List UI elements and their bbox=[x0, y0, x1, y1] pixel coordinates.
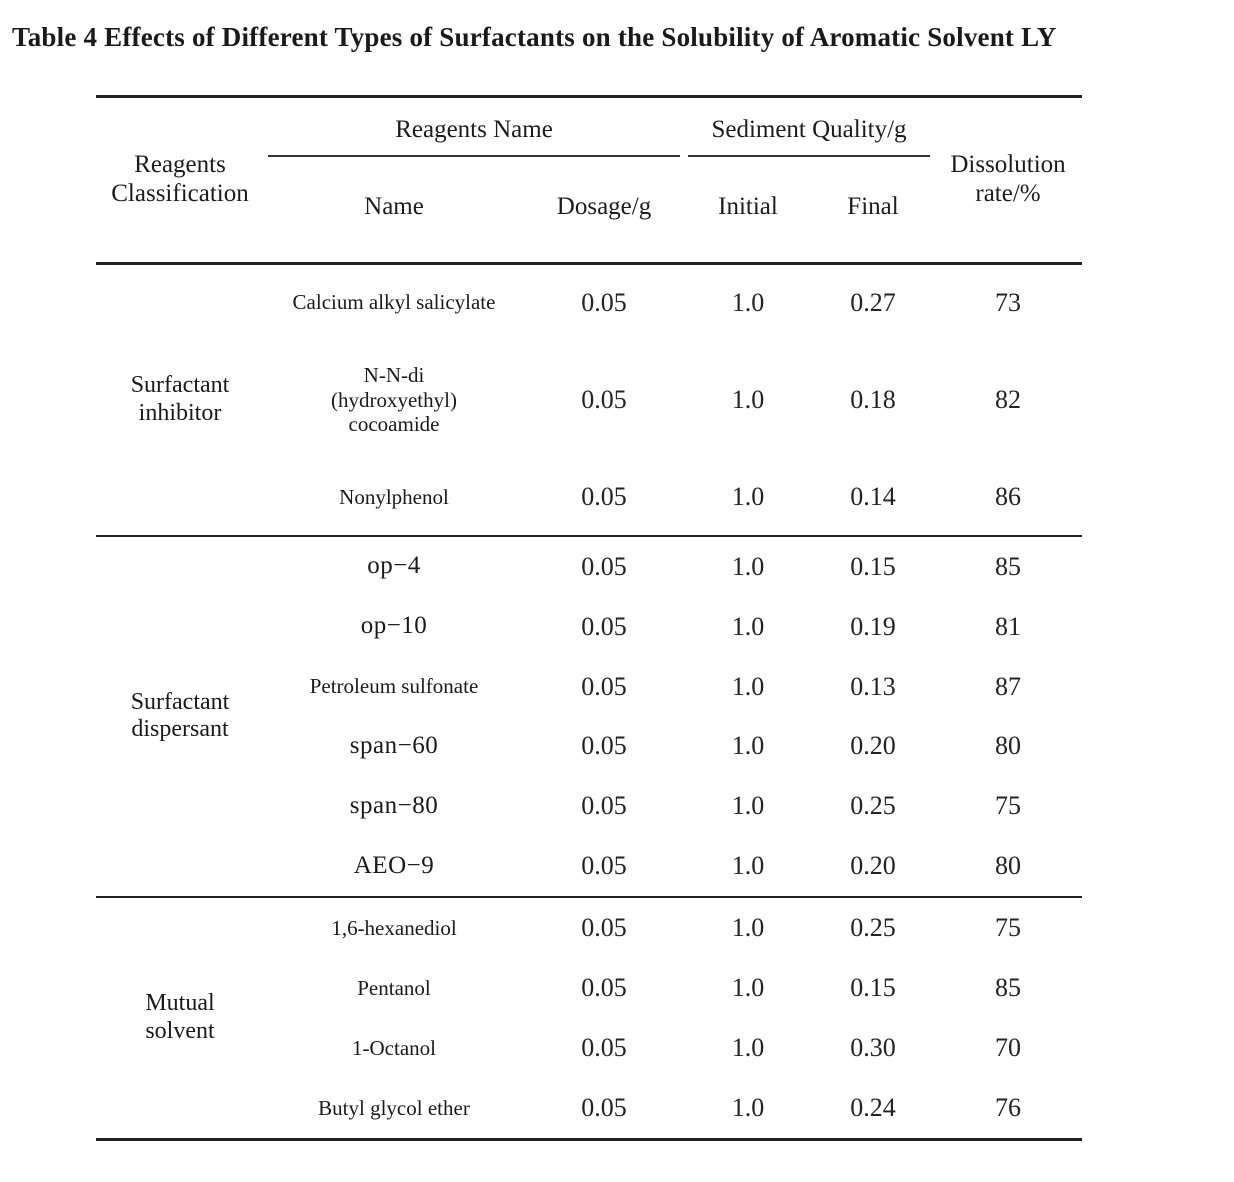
rate-cell: 75 bbox=[995, 791, 1021, 821]
rate-cell: 80 bbox=[995, 851, 1021, 881]
rate-cell: 87 bbox=[995, 671, 1021, 701]
dosage-cell: 0.05 bbox=[581, 384, 627, 414]
name-cell: span−80 bbox=[349, 791, 439, 819]
final-cell: 0.14 bbox=[850, 481, 896, 511]
rate-cell: 85 bbox=[934, 534, 1082, 597]
rate-cell: 76 bbox=[995, 1092, 1021, 1122]
dosage-cell: 0.05 bbox=[581, 287, 627, 317]
header-row-columns: Name Dosage/g Initial Final bbox=[96, 156, 1082, 265]
initial-cell: 1.0 bbox=[731, 972, 765, 1002]
final-cell: 0.24 bbox=[850, 1092, 896, 1122]
dosage-cell: 0.05 bbox=[581, 481, 627, 511]
dosage-cell: 0.05 bbox=[524, 534, 684, 597]
initial-cell: 1.0 bbox=[731, 731, 765, 761]
dosage-cell: 0.05 bbox=[581, 671, 627, 701]
surfactant-effects-table: Reagents Classification Reagents Name Se… bbox=[96, 95, 1082, 1141]
table-row: Surfactant inhibitor Calcium alkyl salicy… bbox=[96, 263, 1082, 426]
dosage-cell: 0.05 bbox=[581, 1092, 627, 1122]
header-sediment-quality-label: Sediment Quality/g bbox=[688, 98, 930, 157]
name-cell: 1-Octanol bbox=[352, 1035, 436, 1060]
table-header: Reagents Classification Reagents Name Se… bbox=[96, 96, 1082, 265]
initial-cell: 1.0 bbox=[731, 851, 765, 881]
table-container: Reagents Classification Reagents Name Se… bbox=[96, 95, 1224, 1141]
table-row: Butyl glycol ether 0.05 1.0 0.24 76 bbox=[96, 1078, 1082, 1139]
table-row: span−60 0.05 1.0 0.20 80 bbox=[96, 716, 1082, 776]
rate-cell: 80 bbox=[995, 731, 1021, 761]
initial-cell: 1.0 bbox=[684, 534, 812, 597]
final-cell: 0.15 bbox=[850, 972, 896, 1002]
table-row: Mutual solvent 1,6-hexanediol 0.05 1.0 0.25 7… bbox=[96, 896, 1082, 1140]
initial-cell: 1.0 bbox=[731, 671, 765, 701]
final-cell: 0.19 bbox=[850, 611, 896, 641]
final-cell: 0.18 bbox=[850, 384, 896, 414]
header-reagents-name-label: Reagents Name bbox=[268, 98, 680, 157]
page: Table 4 Effects of Different Types of Su… bbox=[12, 22, 1224, 1141]
name-cell: op−10 bbox=[360, 612, 428, 640]
header-initial: Initial bbox=[684, 156, 812, 265]
rate-cell: 86 bbox=[995, 481, 1021, 511]
header-name: Name bbox=[264, 156, 524, 265]
table-row: span−80 0.05 1.0 0.25 75 bbox=[96, 776, 1082, 836]
final-cell: 0.25 bbox=[812, 896, 934, 958]
classification-cell: Mutual solvent bbox=[96, 896, 264, 1140]
classification-cell: Surfactant inhibitor bbox=[130, 372, 230, 426]
dosage-cell: 0.05 bbox=[524, 896, 684, 958]
table-row: Pentanol 0.05 1.0 0.15 85 bbox=[96, 958, 1082, 1018]
initial-cell: 1.0 bbox=[731, 791, 765, 821]
name-cell: AEO−9 bbox=[353, 851, 435, 879]
name-cell: Pentanol bbox=[357, 975, 431, 1000]
initial-cell: 1.0 bbox=[731, 611, 765, 641]
initial-cell: 1.0 bbox=[731, 384, 765, 414]
final-cell: 0.15 bbox=[812, 534, 934, 597]
final-cell: 0.27 bbox=[850, 287, 896, 317]
dosage-cell: 0.05 bbox=[581, 611, 627, 641]
initial-cell: 1.0 bbox=[731, 287, 765, 317]
dosage-cell: 0.05 bbox=[581, 731, 627, 761]
initial-cell: 1.0 bbox=[731, 1092, 765, 1122]
name-cell: Calcium alkyl salicylate bbox=[292, 290, 496, 315]
table-row: Surfactant dispersant op−4 0.05 1.0 0.15 85 bbox=[96, 534, 1082, 898]
table-row: N-N-di (hydroxyethyl) cocoamide 0.05 1.0 0.… bbox=[96, 340, 1082, 458]
rate-cell: 85 bbox=[995, 972, 1021, 1002]
table-row: Nonylphenol 0.05 1.0 0.14 86 bbox=[96, 459, 1082, 536]
final-cell: 0.20 bbox=[850, 851, 896, 881]
header-sediment-quality-group: Sediment Quality/g bbox=[684, 97, 934, 157]
dosage-cell: 0.05 bbox=[581, 791, 627, 821]
header-dissolution-rate: Dissolution rate/% bbox=[934, 96, 1082, 265]
header-reagents-classification: Reagents Classification bbox=[96, 96, 264, 265]
table-row: Petroleum sulfonate 0.05 1.0 0.13 87 bbox=[96, 657, 1082, 717]
rate-cell: 70 bbox=[995, 1032, 1021, 1062]
name-cell: op−4 bbox=[264, 534, 524, 597]
rate-cell: 81 bbox=[995, 611, 1021, 641]
header-row-groups: Reagents Classification Reagents Name Se… bbox=[96, 96, 1082, 265]
dosage-cell: 0.05 bbox=[581, 851, 627, 881]
initial-cell: 1.0 bbox=[731, 1032, 765, 1062]
rate-cell: 73 bbox=[995, 287, 1021, 317]
final-cell: 0.30 bbox=[850, 1032, 896, 1062]
initial-cell: 1.0 bbox=[684, 896, 812, 958]
name-cell: Petroleum sulfonate bbox=[309, 674, 479, 699]
header-reagents-name-group: Reagents Name bbox=[264, 97, 684, 157]
table-row: op−10 0.05 1.0 0.19 81 bbox=[96, 597, 1082, 657]
final-cell: 0.25 bbox=[850, 791, 896, 821]
table-body: Surfactant inhibitor Calcium alkyl salicy… bbox=[96, 263, 1082, 1140]
header-dosage: Dosage/g bbox=[524, 156, 684, 265]
dosage-cell: 0.05 bbox=[581, 1032, 627, 1062]
final-cell: 0.13 bbox=[850, 671, 896, 701]
name-cell: Butyl glycol ether bbox=[318, 1095, 470, 1120]
initial-cell: 1.0 bbox=[731, 481, 765, 511]
dosage-cell: 0.05 bbox=[581, 972, 627, 1002]
rate-cell: 75 bbox=[934, 896, 1082, 958]
rate-cell: 82 bbox=[995, 384, 1021, 414]
name-cell: 1,6-hexanediol bbox=[264, 896, 524, 958]
final-cell: 0.20 bbox=[850, 731, 896, 761]
table-row: 1-Octanol 0.05 1.0 0.30 70 bbox=[96, 1018, 1082, 1078]
table-caption: Table 4 Effects of Different Types of Su… bbox=[12, 22, 1057, 52]
table-row: AEO−9 0.05 1.0 0.20 80 bbox=[96, 836, 1082, 897]
name-cell: N-N-di (hydroxyethyl) cocoamide bbox=[331, 363, 457, 436]
name-cell: Nonylphenol bbox=[339, 484, 449, 509]
classification-cell: Surfactant dispersant bbox=[96, 534, 264, 898]
name-cell: span−60 bbox=[349, 731, 439, 759]
header-final: Final bbox=[812, 156, 934, 265]
